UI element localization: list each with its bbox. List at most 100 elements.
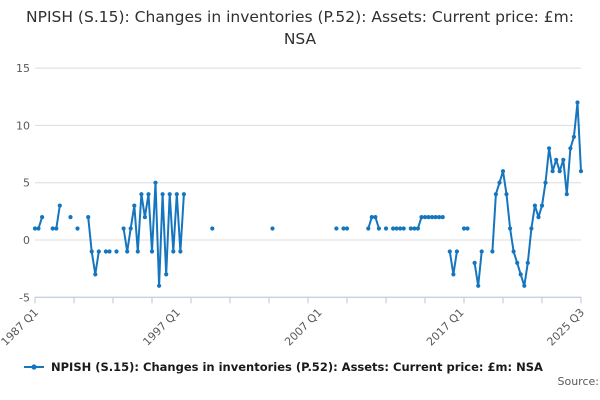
data-point bbox=[107, 249, 112, 254]
data-point bbox=[437, 215, 442, 220]
data-point bbox=[36, 226, 41, 231]
data-point bbox=[451, 272, 456, 277]
data-point bbox=[394, 226, 399, 231]
data-point bbox=[160, 192, 165, 197]
data-point bbox=[532, 203, 538, 208]
data-point bbox=[125, 249, 130, 254]
data-point bbox=[479, 249, 484, 254]
x-axis-tick-label: 2017 Q1 bbox=[424, 306, 467, 349]
data-point bbox=[86, 215, 91, 220]
data-point bbox=[383, 226, 389, 231]
series-line bbox=[367, 216, 380, 229]
data-point bbox=[497, 180, 502, 185]
series-line bbox=[473, 251, 483, 287]
data-point bbox=[373, 215, 378, 220]
data-point bbox=[89, 249, 94, 254]
data-point bbox=[465, 226, 470, 231]
data-point bbox=[433, 215, 438, 220]
data-point bbox=[500, 169, 506, 174]
data-point bbox=[508, 226, 513, 231]
data-point bbox=[440, 215, 445, 220]
x-axis-tick-label: 2025 Q3 bbox=[545, 306, 588, 349]
data-point bbox=[554, 157, 559, 162]
data-point bbox=[54, 226, 59, 231]
chart-canvas: 15 10 5 0 -5 1987 Q1 1997 Q1 2007 Q1 2017 Q1 2025… bbox=[0, 62, 588, 349]
data-point bbox=[515, 260, 520, 265]
legend: NPISH (S.15): Changes in inventories (P.… bbox=[24, 360, 543, 374]
data-point bbox=[550, 169, 555, 174]
data-point bbox=[142, 215, 147, 220]
data-point bbox=[128, 226, 133, 231]
data-point bbox=[401, 226, 406, 231]
data-point bbox=[476, 283, 481, 288]
data-point bbox=[547, 146, 552, 151]
data-point bbox=[504, 192, 509, 197]
data-point bbox=[270, 226, 275, 231]
data-point bbox=[341, 226, 346, 231]
x-axis-tick-label: 1987 Q1 bbox=[0, 306, 41, 349]
data-point bbox=[568, 146, 573, 151]
data-point bbox=[132, 203, 137, 208]
y-axis-tick-label: 10 bbox=[16, 119, 30, 132]
data-point bbox=[167, 192, 172, 197]
data-point bbox=[139, 192, 144, 197]
data-point bbox=[454, 249, 459, 254]
data-point bbox=[408, 226, 413, 231]
series-line bbox=[122, 181, 185, 287]
data-point bbox=[57, 203, 62, 208]
data-point bbox=[518, 272, 523, 277]
y-axis-tick-label: 15 bbox=[16, 62, 30, 75]
data-point bbox=[525, 260, 530, 265]
data-point bbox=[391, 226, 396, 231]
data-point bbox=[539, 203, 545, 208]
y-axis-tick-label: 0 bbox=[23, 234, 30, 247]
data-point bbox=[461, 226, 467, 231]
legend-label: NPISH (S.15): Changes in inventories (P.… bbox=[51, 360, 543, 374]
data-point bbox=[96, 249, 101, 254]
data-point bbox=[164, 272, 169, 277]
data-point bbox=[575, 100, 580, 105]
source-label: Source: bbox=[557, 375, 600, 388]
data-point bbox=[32, 226, 38, 231]
data-point bbox=[529, 226, 534, 231]
x-axis-tick-label: 2007 Q1 bbox=[282, 306, 325, 349]
data-point bbox=[344, 226, 350, 231]
data-point bbox=[40, 215, 45, 220]
data-point bbox=[493, 192, 498, 197]
data-point bbox=[369, 215, 374, 220]
data-point bbox=[561, 157, 566, 162]
y-axis-tick-label: 5 bbox=[23, 177, 30, 190]
y-axis-tick-label: -5 bbox=[19, 291, 30, 304]
data-point bbox=[366, 226, 371, 231]
series-line bbox=[448, 251, 458, 276]
data-point bbox=[511, 249, 516, 254]
data-point bbox=[543, 180, 548, 185]
data-point bbox=[447, 249, 452, 254]
data-point bbox=[578, 169, 584, 174]
data-point bbox=[490, 249, 495, 254]
data-point bbox=[472, 260, 477, 265]
data-point bbox=[522, 283, 527, 288]
data-point bbox=[426, 215, 431, 220]
series-line bbox=[87, 216, 100, 276]
data-point bbox=[121, 226, 126, 231]
data-point bbox=[334, 226, 339, 231]
data-point bbox=[571, 134, 577, 139]
x-axis-tick-label: 1997 Q1 bbox=[140, 306, 183, 349]
data-point bbox=[50, 226, 55, 231]
data-point bbox=[75, 226, 80, 231]
data-point bbox=[412, 226, 417, 231]
data-point bbox=[536, 215, 541, 220]
data-point bbox=[178, 249, 183, 254]
data-point bbox=[135, 249, 140, 254]
series-line bbox=[491, 101, 582, 287]
data-point bbox=[376, 226, 381, 231]
data-point bbox=[153, 180, 158, 185]
data-point bbox=[181, 192, 186, 197]
data-point bbox=[149, 249, 155, 254]
legend-line-marker-icon bbox=[24, 364, 44, 370]
data-point bbox=[93, 272, 98, 277]
data-point bbox=[419, 215, 424, 220]
data-point bbox=[103, 249, 108, 254]
